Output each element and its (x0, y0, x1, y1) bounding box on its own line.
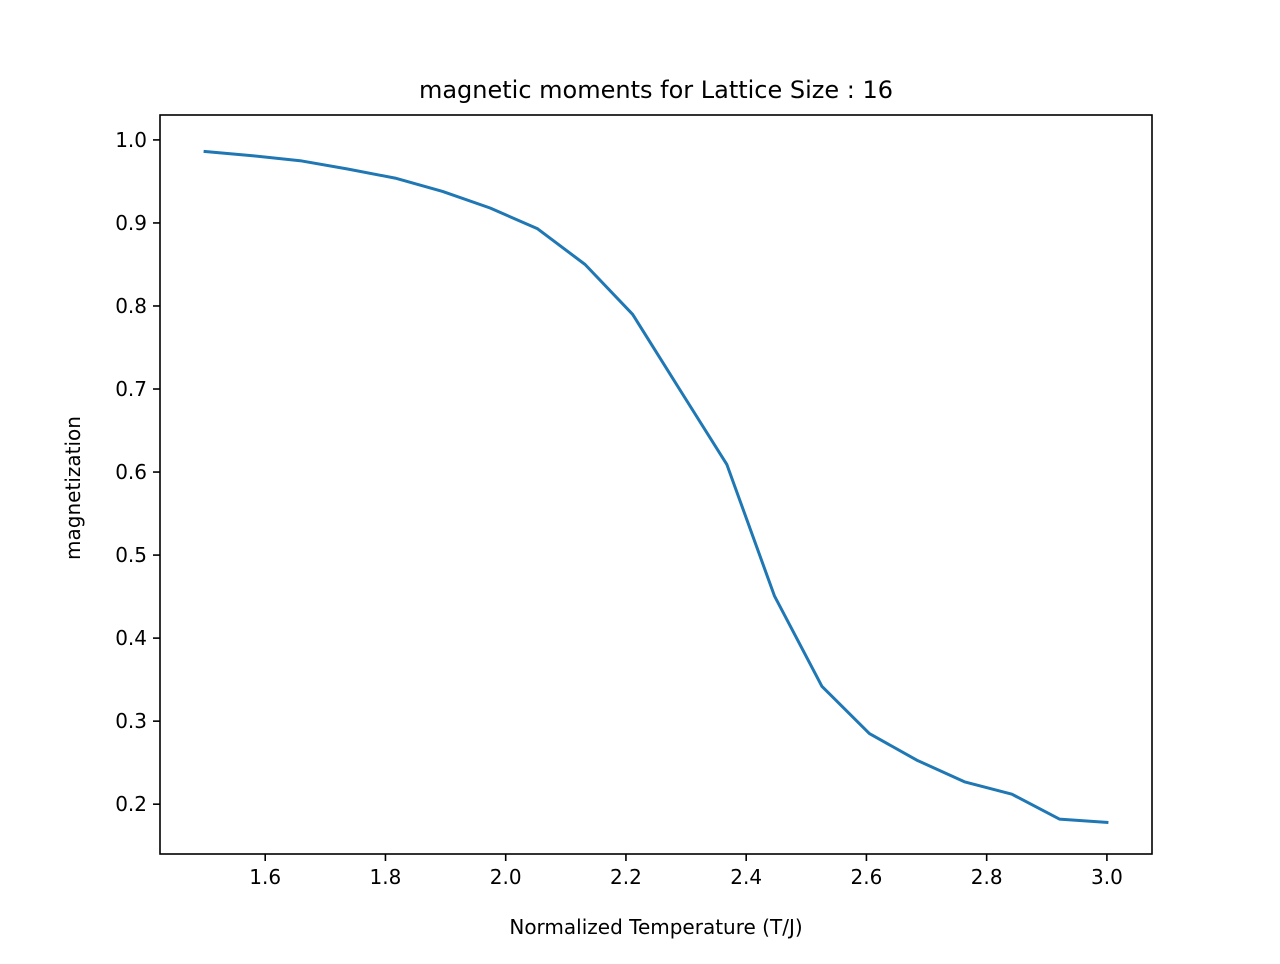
plot-area (203, 149, 1109, 825)
y-tick-label: 0.9 (115, 211, 147, 235)
x-tick-label: 1.8 (370, 865, 402, 889)
axes-frame (159, 114, 1153, 855)
x-tick-label: 3.0 (1091, 865, 1123, 889)
y-tick-label: 0.6 (115, 460, 147, 484)
x-tick-label: 2.6 (851, 865, 883, 889)
series-line (203, 149, 1109, 825)
y-tick-label: 1.0 (115, 128, 147, 152)
y-tick-label: 0.4 (115, 626, 147, 650)
x-tick-label: 2.8 (971, 865, 1003, 889)
x-axis-label: Normalized Temperature (T/J) (509, 915, 802, 939)
y-tick-label: 0.2 (115, 792, 147, 816)
x-tick-label: 2.4 (730, 865, 762, 889)
y-axis: 0.2 0.3 0.4 0.5 0.6 0.7 0.8 0.9 1.0 (115, 128, 160, 816)
y-axis-label: magnetization (61, 416, 85, 560)
y-tick-label: 0.8 (115, 294, 147, 318)
chart-title: magnetic moments for Lattice Size : 16 (419, 76, 893, 104)
y-tick-label: 0.3 (115, 709, 147, 733)
x-tick-label: 2.2 (610, 865, 642, 889)
x-tick-label: 1.6 (249, 865, 281, 889)
y-tick-label: 0.5 (115, 543, 147, 567)
x-axis: 1.6 1.8 2.0 2.2 2.4 2.6 2.8 3.0 (249, 854, 1123, 889)
y-tick-label: 0.7 (115, 377, 147, 401)
x-tick-label: 2.0 (490, 865, 522, 889)
